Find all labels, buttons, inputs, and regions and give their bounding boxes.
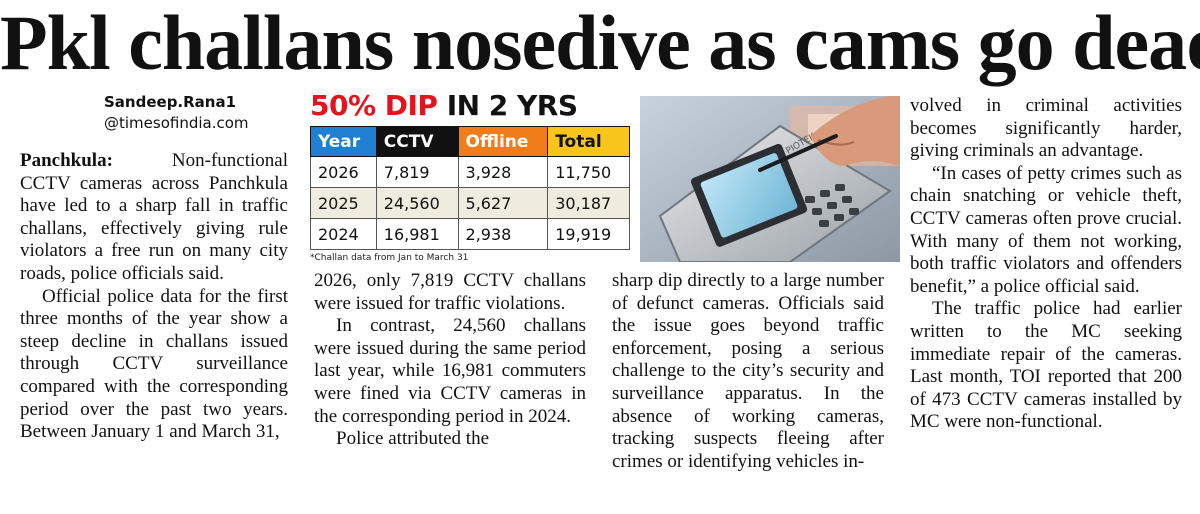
cell-year: 2025 (310, 187, 377, 219)
infobox-title-rest: IN 2 YRS (437, 89, 578, 122)
table-row: 2025 24,560 5,627 30,187 (310, 187, 630, 219)
byline: Sandeep.Rana1 @timesofindia.com (104, 92, 249, 134)
header-cctv: CCTV (375, 126, 459, 157)
col1-p1-text: Non-functional CCTV cameras across Panch… (20, 150, 288, 284)
header-total: Total (547, 126, 630, 157)
article-column-3: sharp dip directly to a large number of … (612, 270, 884, 473)
table-row: 2026 7,819 3,928 11,750 (310, 156, 630, 188)
cell-offline: 3,928 (457, 156, 549, 188)
col1-paragraph-1: Panchkula: Non-functional CCTV cameras a… (20, 150, 288, 286)
cell-offline: 2,938 (457, 218, 549, 250)
cell-offline: 5,627 (457, 187, 549, 219)
header-offline: Offline (457, 126, 549, 157)
stats-infobox: 50% DIP IN 2 YRS Year CCTV Offline Total… (310, 88, 636, 264)
col4-paragraph-2: “In cases of petty crimes such as chain … (910, 162, 1182, 297)
article-column-4: volved in criminal activities becomes si… (910, 95, 1182, 434)
headline: Pkl challans nosedive as cams go dead (0, 0, 1200, 86)
cell-year: 2024 (310, 218, 377, 250)
challan-table: Year CCTV Offline Total 2026 7,819 3,928… (310, 126, 630, 250)
col3-paragraph-1: sharp dip directly to a large number of … (612, 270, 884, 472)
cell-cctv: 7,819 (375, 156, 459, 188)
header-year: Year (310, 126, 377, 157)
col2-paragraph-3: Police attributed the (336, 428, 490, 450)
infobox-title: 50% DIP IN 2 YRS (310, 88, 636, 124)
col1-paragraph-2: Official police data for the first three… (20, 285, 288, 443)
cell-total: 11,750 (547, 156, 630, 188)
table-header-row: Year CCTV Offline Total (310, 126, 630, 157)
col2-paragraph-1: 2026, only 7,819 CCTV challans were issu… (314, 270, 586, 314)
cell-cctv: 16,981 (375, 218, 459, 250)
byline-handle: @timesofindia.com (104, 114, 249, 132)
dateline: Panchkula: (20, 150, 113, 171)
col4-paragraph-3: The traffic police had earlier written t… (910, 298, 1182, 433)
infobox-title-highlight: 50% DIP (310, 89, 438, 122)
table-footnote: *Challan data from Jan to March 31 (310, 253, 469, 263)
byline-author: Sandeep.Rana1 (104, 93, 237, 111)
cell-total: 30,187 (547, 187, 630, 219)
photo-handheld-challan-device: PIOTEK (640, 96, 900, 262)
col2-paragraph-2: In contrast, 24,560 challans were issued… (314, 315, 586, 427)
article-column-1: Panchkula: Non-functional CCTV cameras a… (20, 150, 288, 444)
cell-cctv: 24,560 (375, 187, 459, 219)
cell-year: 2026 (310, 156, 377, 188)
col4-paragraph-1: volved in criminal activities becomes si… (910, 95, 1182, 162)
table-row: 2024 16,981 2,938 19,919 (310, 218, 630, 250)
cell-total: 19,919 (547, 218, 630, 250)
photo-illustration: PIOTEK (640, 96, 900, 262)
article-column-2: 2026, only 7,819 CCTV challans were issu… (314, 270, 586, 451)
